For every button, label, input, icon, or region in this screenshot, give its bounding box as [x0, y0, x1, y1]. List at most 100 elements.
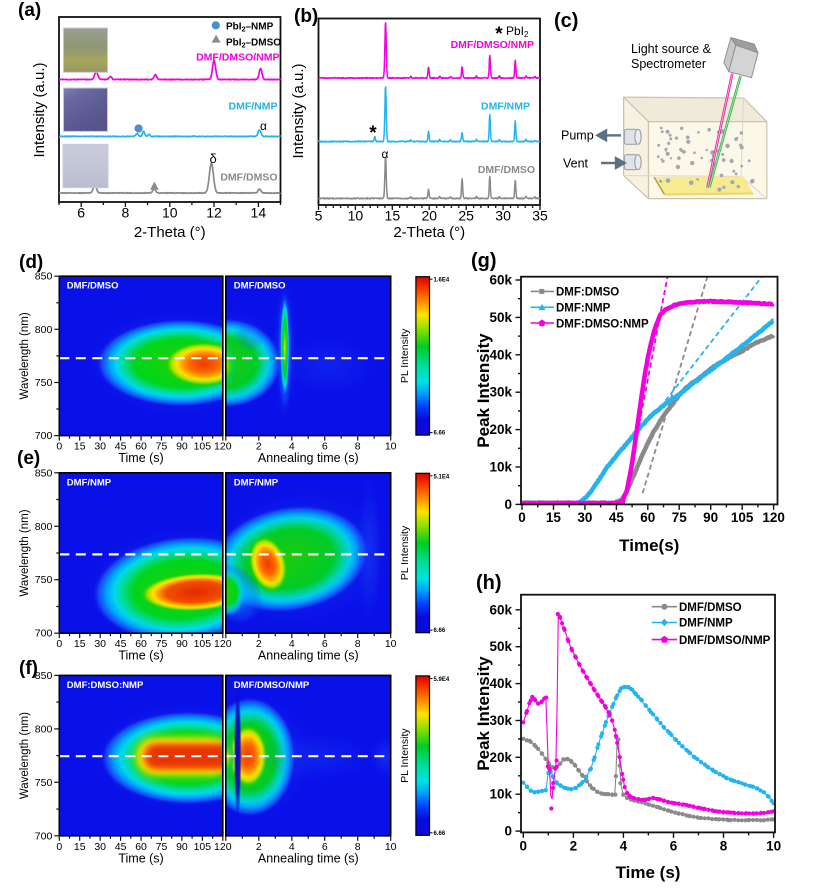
svg-text:30: 30	[577, 510, 592, 525]
svg-text:30: 30	[94, 638, 106, 650]
svg-text:(c): (c)	[554, 10, 578, 32]
svg-text:10k: 10k	[489, 460, 512, 475]
svg-text:DMF/NMP: DMF/NMP	[229, 101, 278, 113]
svg-text:15: 15	[74, 841, 86, 853]
svg-text:120: 120	[214, 841, 232, 853]
svg-text:4: 4	[289, 841, 295, 853]
svg-text:Wavelength (nm): Wavelength (nm)	[19, 509, 31, 596]
svg-text:90: 90	[176, 441, 188, 453]
svg-text:30k: 30k	[489, 385, 512, 400]
svg-text:DMF/DMSO: DMF/DMSO	[67, 281, 119, 292]
svg-text:Time(s): Time(s)	[619, 536, 679, 555]
svg-text:50k: 50k	[489, 639, 512, 654]
svg-text:60: 60	[640, 510, 655, 525]
svg-text:10: 10	[766, 838, 781, 853]
svg-text:(a): (a)	[18, 0, 41, 21]
svg-text:Annealing time (s): Annealing time (s)	[258, 649, 359, 663]
svg-text:Intensity (a.u.): Intensity (a.u.)	[31, 62, 48, 157]
svg-text:850: 850	[35, 271, 53, 283]
svg-text:6.66: 6.66	[434, 831, 446, 837]
svg-text:90: 90	[176, 638, 188, 650]
svg-text:0: 0	[56, 841, 62, 853]
svg-text:105: 105	[194, 638, 212, 650]
svg-text:DMF:NMP: DMF:NMP	[556, 303, 611, 315]
svg-text:6: 6	[322, 638, 328, 650]
svg-text:15: 15	[74, 441, 86, 453]
svg-text:60: 60	[135, 441, 147, 453]
svg-text:*: *	[495, 24, 503, 45]
svg-text:DMF:DMSO:NMP: DMF:DMSO:NMP	[556, 318, 649, 330]
svg-text:5.9E4: 5.9E4	[434, 677, 450, 683]
svg-text:800: 800	[35, 324, 53, 336]
svg-text:120: 120	[762, 510, 785, 525]
svg-text:(d): (d)	[19, 252, 43, 273]
svg-text:0: 0	[504, 497, 512, 512]
svg-text:2-Theta (°): 2-Theta (°)	[393, 224, 465, 241]
svg-text:1.6E4: 1.6E4	[434, 278, 450, 284]
svg-text:DMF/DMSO/NMP: DMF/DMSO/NMP	[196, 52, 279, 64]
svg-text:750: 750	[35, 574, 53, 586]
svg-text:Intensity (a.u.): Intensity (a.u.)	[290, 63, 307, 158]
svg-text:PL Intensity: PL Intensity	[399, 328, 411, 383]
svg-text:Peak Intensity: Peak Intensity	[474, 656, 493, 771]
svg-text:10: 10	[385, 841, 397, 853]
svg-text:Vent: Vent	[563, 157, 589, 171]
svg-text:45: 45	[115, 841, 127, 853]
svg-text:2: 2	[256, 638, 262, 650]
svg-text:DMF/NMP: DMF/NMP	[679, 618, 733, 630]
svg-text:60: 60	[135, 841, 147, 853]
svg-text:45: 45	[609, 510, 625, 525]
svg-text:(h): (h)	[476, 572, 502, 594]
svg-text:30: 30	[94, 441, 106, 453]
svg-text:DMF/NMP: DMF/NMP	[67, 477, 112, 488]
svg-text:20k: 20k	[489, 750, 512, 765]
svg-text:Pump: Pump	[561, 129, 594, 143]
svg-text:30: 30	[495, 208, 511, 224]
svg-text:105: 105	[194, 441, 212, 453]
svg-text:DMF/NMP: DMF/NMP	[481, 101, 530, 113]
svg-text:90: 90	[703, 510, 718, 525]
svg-text:0: 0	[518, 510, 526, 525]
svg-text:2: 2	[570, 838, 578, 853]
svg-text:(g): (g)	[471, 250, 497, 272]
svg-text:4: 4	[289, 638, 295, 650]
svg-text:PL Intensity: PL Intensity	[399, 525, 411, 580]
svg-text:8: 8	[720, 838, 728, 853]
svg-text:0: 0	[520, 838, 528, 853]
svg-text:750: 750	[35, 377, 53, 389]
svg-text:750: 750	[35, 777, 53, 789]
svg-text:105: 105	[194, 841, 212, 853]
svg-text:20k: 20k	[489, 422, 512, 437]
svg-text:0: 0	[56, 441, 62, 453]
svg-text:DMF/DMSO/NMP: DMF/DMSO/NMP	[451, 39, 534, 51]
svg-text:(e): (e)	[17, 448, 40, 469]
svg-text:800: 800	[35, 723, 53, 735]
svg-text:40k: 40k	[489, 676, 512, 691]
svg-text:5.1E4: 5.1E4	[434, 474, 450, 480]
svg-text:6.66: 6.66	[434, 628, 446, 634]
svg-text:Peak Intensity: Peak Intensity	[474, 333, 493, 448]
svg-text:0: 0	[504, 824, 512, 839]
svg-text:8: 8	[122, 205, 130, 221]
svg-text:DMF:DMSO:NMP: DMF:DMSO:NMP	[67, 680, 144, 691]
svg-text:10: 10	[162, 205, 178, 221]
svg-text:75: 75	[156, 841, 168, 853]
svg-text:10: 10	[385, 441, 397, 453]
svg-text:2: 2	[256, 441, 262, 453]
svg-text:30k: 30k	[489, 713, 512, 728]
svg-text:Time (s): Time (s)	[118, 649, 163, 663]
svg-text:*: *	[369, 123, 377, 144]
svg-text:Time (s): Time (s)	[616, 863, 681, 882]
svg-text:75: 75	[156, 441, 168, 453]
svg-text:8: 8	[355, 841, 361, 853]
svg-text:40k: 40k	[489, 347, 512, 362]
svg-text:15: 15	[546, 510, 562, 525]
svg-text:105: 105	[731, 510, 754, 525]
svg-text:700: 700	[35, 628, 53, 640]
svg-text:6: 6	[322, 441, 328, 453]
svg-text:14: 14	[251, 205, 267, 221]
svg-text:DMF/DMSO/NMP: DMF/DMSO/NMP	[234, 680, 310, 691]
svg-text:35: 35	[532, 208, 548, 224]
svg-text:DMF/DMSO: DMF/DMSO	[679, 602, 742, 614]
svg-text:4: 4	[620, 838, 628, 853]
